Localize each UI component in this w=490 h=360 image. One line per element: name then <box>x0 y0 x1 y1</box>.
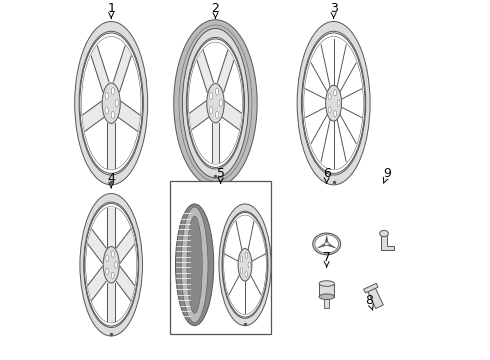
Ellipse shape <box>222 211 268 318</box>
Ellipse shape <box>313 233 341 255</box>
Polygon shape <box>325 236 328 244</box>
Ellipse shape <box>219 204 271 325</box>
Bar <box>319 284 334 297</box>
Ellipse shape <box>105 107 108 114</box>
Polygon shape <box>119 101 140 131</box>
Ellipse shape <box>334 111 337 117</box>
Bar <box>324 297 329 308</box>
Ellipse shape <box>207 84 224 123</box>
Ellipse shape <box>248 262 250 268</box>
Ellipse shape <box>115 99 119 107</box>
Ellipse shape <box>220 100 222 107</box>
Ellipse shape <box>324 242 329 246</box>
Polygon shape <box>88 266 106 301</box>
Ellipse shape <box>328 107 331 113</box>
Ellipse shape <box>328 94 331 100</box>
Polygon shape <box>88 229 106 263</box>
Ellipse shape <box>79 31 143 175</box>
Text: 3: 3 <box>330 2 338 18</box>
Polygon shape <box>116 229 135 263</box>
Polygon shape <box>190 101 208 130</box>
Polygon shape <box>197 50 214 93</box>
Ellipse shape <box>334 89 337 96</box>
Ellipse shape <box>319 294 334 300</box>
Polygon shape <box>113 46 131 92</box>
Polygon shape <box>364 283 378 293</box>
Ellipse shape <box>74 22 147 185</box>
Ellipse shape <box>319 281 334 286</box>
Ellipse shape <box>187 216 202 314</box>
Ellipse shape <box>210 93 213 99</box>
Ellipse shape <box>106 255 109 261</box>
Ellipse shape <box>111 112 115 119</box>
Ellipse shape <box>111 272 114 279</box>
Polygon shape <box>82 101 104 131</box>
Ellipse shape <box>187 39 244 167</box>
Polygon shape <box>218 50 234 93</box>
Text: 7: 7 <box>323 251 331 267</box>
Polygon shape <box>107 123 115 168</box>
Text: 4: 4 <box>107 172 115 188</box>
Polygon shape <box>107 208 115 247</box>
Ellipse shape <box>222 212 268 317</box>
Polygon shape <box>326 243 336 248</box>
Ellipse shape <box>105 92 108 99</box>
Text: 6: 6 <box>323 167 331 183</box>
Polygon shape <box>381 234 394 250</box>
Ellipse shape <box>238 248 252 281</box>
Ellipse shape <box>245 271 247 277</box>
Text: 8: 8 <box>366 294 373 310</box>
Ellipse shape <box>302 33 365 174</box>
Ellipse shape <box>245 252 247 258</box>
Polygon shape <box>91 46 109 92</box>
Ellipse shape <box>84 203 138 326</box>
Polygon shape <box>107 283 115 321</box>
Text: 5: 5 <box>217 167 225 183</box>
Ellipse shape <box>240 268 243 274</box>
Ellipse shape <box>315 235 339 253</box>
Ellipse shape <box>380 230 389 237</box>
Ellipse shape <box>240 256 243 262</box>
Ellipse shape <box>326 85 342 121</box>
Ellipse shape <box>84 202 139 328</box>
Ellipse shape <box>216 88 219 95</box>
Ellipse shape <box>174 20 257 186</box>
Text: 1: 1 <box>107 2 115 18</box>
Ellipse shape <box>297 22 370 185</box>
Ellipse shape <box>111 251 114 257</box>
Ellipse shape <box>337 100 340 107</box>
Ellipse shape <box>106 268 109 275</box>
Polygon shape <box>212 123 220 162</box>
Ellipse shape <box>103 247 119 283</box>
Ellipse shape <box>210 107 213 114</box>
Ellipse shape <box>115 261 118 268</box>
Ellipse shape <box>182 28 248 178</box>
Text: 9: 9 <box>383 167 392 183</box>
Ellipse shape <box>175 204 214 325</box>
Polygon shape <box>318 243 327 248</box>
Ellipse shape <box>111 87 115 95</box>
Text: 2: 2 <box>212 2 220 18</box>
Ellipse shape <box>181 207 208 323</box>
Polygon shape <box>367 286 383 309</box>
Ellipse shape <box>102 83 120 123</box>
Ellipse shape <box>80 33 143 174</box>
Bar <box>171 181 271 334</box>
Ellipse shape <box>80 194 143 336</box>
Ellipse shape <box>301 31 366 175</box>
Polygon shape <box>116 266 135 301</box>
Ellipse shape <box>186 37 245 169</box>
Polygon shape <box>222 101 242 130</box>
Ellipse shape <box>216 111 219 118</box>
